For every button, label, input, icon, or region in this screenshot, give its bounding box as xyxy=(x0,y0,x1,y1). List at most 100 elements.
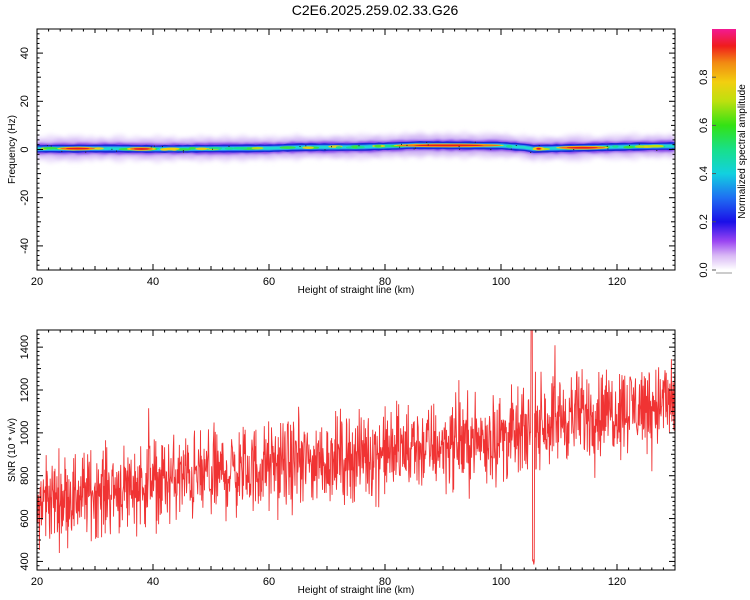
band-blob xyxy=(208,146,223,150)
x-tick-label: 120 xyxy=(608,276,626,288)
band-blob xyxy=(302,146,314,149)
spectrogram-plot xyxy=(37,131,675,164)
noise-pixel xyxy=(150,146,152,148)
band-blob xyxy=(195,147,209,151)
noise-pixel xyxy=(538,145,540,147)
y-axis-label: SNR (10 * v/v) xyxy=(7,418,18,482)
noise-pixel xyxy=(530,152,532,153)
colorbar: 0.0 0.2 0.4 0.6 0.8 Normalized spectral ampli… xyxy=(698,29,748,278)
band-blob xyxy=(160,148,169,151)
noise-pixel xyxy=(474,141,476,143)
noise-pixel xyxy=(61,150,63,152)
band-blob xyxy=(506,145,513,148)
band-blob xyxy=(634,145,645,148)
band-blob xyxy=(335,146,342,149)
y-tick-label: 600 xyxy=(19,509,31,527)
band-blob xyxy=(612,145,619,148)
snr-series-line xyxy=(37,330,675,565)
x-axis-label: Height of straight line (km) xyxy=(298,285,415,296)
noise-pixel xyxy=(656,150,658,151)
noise-pixel xyxy=(510,148,512,150)
colorbar-tick-label: 0.2 xyxy=(698,214,710,229)
noise-pixel xyxy=(515,145,517,146)
noise-pixel xyxy=(331,146,332,148)
noise-pixel xyxy=(116,150,117,152)
y-tick-label: 40 xyxy=(19,47,31,59)
y-tick-label: 1200 xyxy=(19,378,31,402)
band-blob xyxy=(647,144,664,148)
band-peak-core xyxy=(66,147,90,150)
noise-pixel xyxy=(162,146,163,148)
spectrogram-panel: 20 40 60 80 100 120 -40 -20 0 20 40 Height of strai… xyxy=(7,28,676,296)
noise-pixel xyxy=(415,147,416,149)
y-tick-label: 1400 xyxy=(19,335,31,359)
snr-plot xyxy=(37,330,675,565)
noise-pixel xyxy=(305,145,307,147)
noise-pixel xyxy=(629,145,630,146)
noise-pixel xyxy=(401,143,402,145)
noise-pixel xyxy=(183,151,184,153)
y-tick-label: 20 xyxy=(19,95,31,107)
noise-pixel xyxy=(358,145,360,147)
snr-panel: 20 40 60 80 100 120 400 600 800 1000 1200 1400 Heigh… xyxy=(7,329,676,596)
noise-pixel xyxy=(427,144,429,146)
y-tick-label: -20 xyxy=(19,190,31,206)
band-blob xyxy=(224,147,234,150)
y-axis-label: Frequency (Hz) xyxy=(7,115,18,184)
x-tick-label: 80 xyxy=(379,276,391,288)
noise-pixel xyxy=(426,141,428,143)
band-blob xyxy=(374,144,382,148)
noise-pixel xyxy=(459,148,461,150)
band-blob xyxy=(279,146,296,149)
noise-pixel xyxy=(573,149,575,151)
noise-pixel xyxy=(85,151,87,153)
noise-pixel xyxy=(606,145,608,147)
noise-pixel xyxy=(228,145,230,147)
band-peak-core xyxy=(536,147,541,150)
x-tick-label: 40 xyxy=(147,576,159,588)
noise-pixel xyxy=(490,149,492,151)
x-tick-label: 60 xyxy=(263,276,275,288)
x-tick-label: 40 xyxy=(147,276,159,288)
y-tick-label: 800 xyxy=(19,467,31,485)
noise-pixel xyxy=(212,148,213,150)
noise-pixel xyxy=(111,148,113,150)
x-tick-label: 60 xyxy=(263,576,275,588)
x-tick-label: 80 xyxy=(379,576,391,588)
band-blob xyxy=(43,146,58,150)
band-blob xyxy=(623,145,634,149)
colorbar-tick-label: 0.6 xyxy=(698,118,710,133)
noise-pixel xyxy=(299,146,301,147)
noise-pixel xyxy=(324,149,326,151)
chart-title: C2E6.2025.259.02.33.G26 xyxy=(291,2,459,18)
x-tick-label: 120 xyxy=(608,576,626,588)
y-tick-label: -40 xyxy=(19,238,31,254)
x-tick-label: 20 xyxy=(31,276,43,288)
y-tick-label: 400 xyxy=(19,552,31,570)
x-axis-label: Height of straight line (km) xyxy=(298,585,415,596)
noise-pixel xyxy=(672,148,674,150)
colorbar-tick-label: 0.0 xyxy=(698,262,710,277)
band-peak-core xyxy=(566,146,598,149)
band-blob xyxy=(233,146,248,150)
colorbar-gradient xyxy=(712,29,736,270)
noise-pixel xyxy=(406,144,408,146)
noise-pixel xyxy=(638,143,640,145)
x-tick-label: 100 xyxy=(492,276,510,288)
band-blob xyxy=(251,146,264,150)
noise-pixel xyxy=(46,145,48,147)
noise-pixel xyxy=(182,150,184,152)
band-peak-core xyxy=(133,148,150,150)
band-peak-core xyxy=(414,144,484,147)
colorbar-tick-label: 0.8 xyxy=(698,70,710,85)
noise-pixel xyxy=(458,146,460,148)
x-tick-label: 100 xyxy=(492,576,510,588)
colorbar-tick-label: 0.4 xyxy=(698,166,710,181)
noise-pixel xyxy=(413,148,415,150)
band-blob xyxy=(357,145,365,149)
x-tick-label: 20 xyxy=(31,576,43,588)
noise-pixel xyxy=(607,148,609,150)
noise-pixel xyxy=(154,145,155,147)
y-tick-label: 1000 xyxy=(19,421,31,445)
